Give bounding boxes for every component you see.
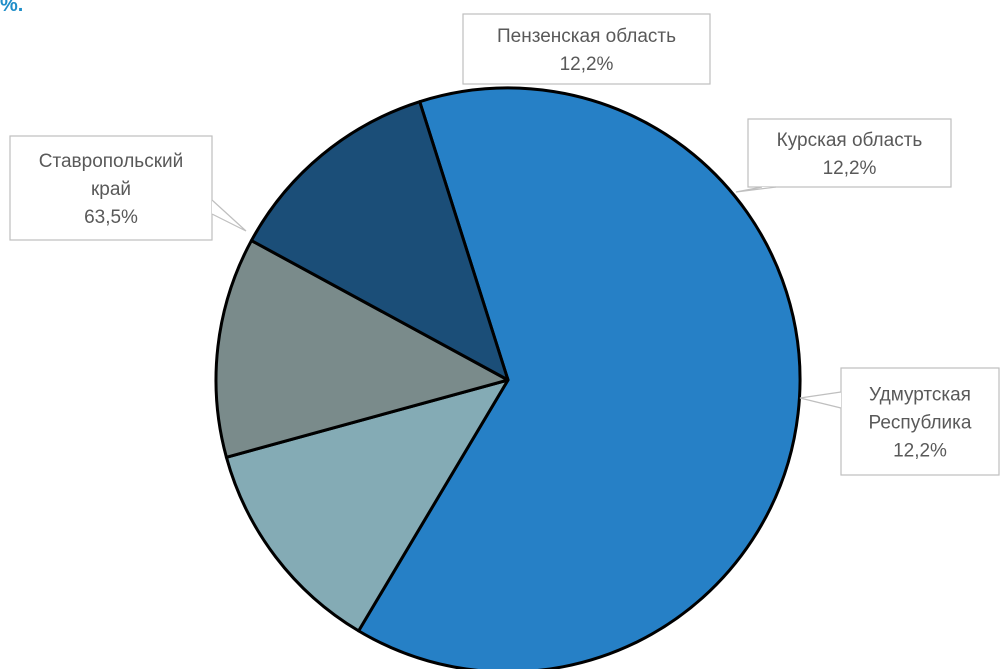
callout-box: [747, 118, 952, 188]
corner-text: %.: [0, 0, 24, 16]
slice-value-kursk: 12,2%: [823, 158, 877, 179]
callout-penza: Пензенская область 12,2%: [462, 13, 711, 85]
data-label-callouts: Ставропольский край 63,5% Пензенская област…: [9, 13, 1000, 476]
callout-pointer: [799, 391, 842, 409]
pie-slice-penza: [224, 378, 510, 633]
callout-box: [462, 13, 711, 85]
slice-label-penza: Пензенская область: [497, 26, 676, 47]
slice-label-udmurtia: Республика: [869, 413, 972, 434]
callout-stavropol: Ставропольский край 63,5%: [9, 135, 247, 241]
slice-value-penza: 12,2%: [560, 54, 614, 75]
callout-kursk: Курская область 12,2%: [735, 118, 952, 193]
callout-pointer: [735, 186, 777, 193]
pie-slices: [214, 86, 802, 669]
pie-slice-udmurtia: [249, 100, 510, 382]
pie-slice-kursk: [214, 239, 510, 459]
pie-slice-stavropol: [357, 86, 802, 669]
slice-value-udmurtia: 12,2%: [893, 441, 947, 462]
callout-box: [840, 367, 1000, 476]
slice-value-stavropol: 63,5%: [84, 207, 138, 228]
callout-udmurtia: Удмуртская Республика 12,2%: [799, 367, 1000, 476]
slice-label-kursk: Курская область: [777, 130, 923, 151]
slice-label-stavropol: Ставропольский: [39, 151, 183, 172]
slice-label-udmurtia: Удмуртская: [869, 385, 971, 406]
callout-pointer: [211, 199, 247, 232]
slice-label-stavropol: край: [91, 179, 131, 200]
callout-box: [9, 135, 213, 241]
